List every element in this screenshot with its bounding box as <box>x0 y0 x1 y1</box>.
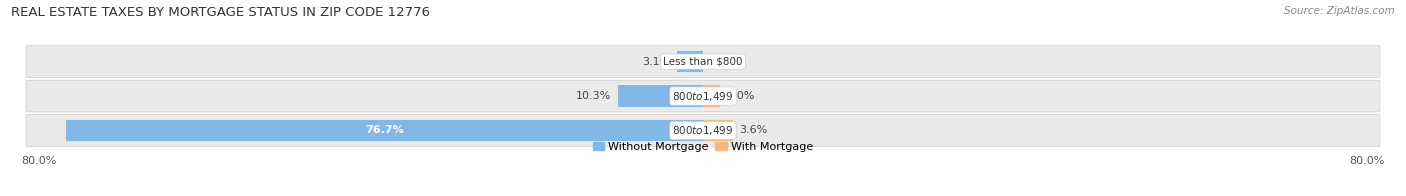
Text: $800 to $1,499: $800 to $1,499 <box>672 124 734 137</box>
Text: $800 to $1,499: $800 to $1,499 <box>672 90 734 103</box>
Bar <box>678 51 703 72</box>
Text: 3.1%: 3.1% <box>643 57 671 67</box>
FancyBboxPatch shape <box>27 46 1379 77</box>
Bar <box>703 120 733 141</box>
Text: 76.7%: 76.7% <box>366 125 404 135</box>
Legend: Without Mortgage, With Mortgage: Without Mortgage, With Mortgage <box>588 137 818 156</box>
Text: 0.0%: 0.0% <box>710 57 738 67</box>
Text: 3.6%: 3.6% <box>740 125 768 135</box>
Text: Less than $800: Less than $800 <box>664 57 742 67</box>
Bar <box>703 85 720 107</box>
Text: Source: ZipAtlas.com: Source: ZipAtlas.com <box>1284 6 1395 16</box>
Text: REAL ESTATE TAXES BY MORTGAGE STATUS IN ZIP CODE 12776: REAL ESTATE TAXES BY MORTGAGE STATUS IN … <box>11 6 430 19</box>
FancyBboxPatch shape <box>27 80 1379 112</box>
Bar <box>617 85 703 107</box>
FancyBboxPatch shape <box>27 115 1379 146</box>
Text: 10.3%: 10.3% <box>575 91 610 101</box>
Bar <box>66 120 703 141</box>
Text: 2.0%: 2.0% <box>727 91 755 101</box>
